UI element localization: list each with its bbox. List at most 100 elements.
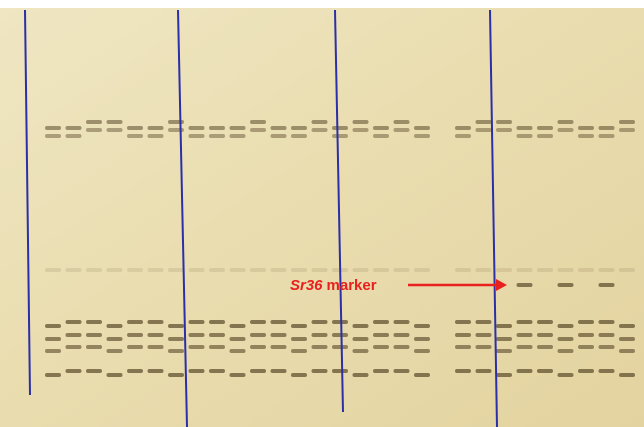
band bbox=[558, 373, 574, 377]
band bbox=[414, 134, 430, 138]
band bbox=[127, 134, 143, 138]
band bbox=[66, 369, 82, 373]
marker-label: marker bbox=[327, 277, 377, 294]
band bbox=[209, 268, 225, 272]
band bbox=[517, 268, 533, 272]
band bbox=[517, 126, 533, 130]
band bbox=[66, 126, 82, 130]
band bbox=[332, 333, 348, 337]
band bbox=[189, 369, 205, 373]
band bbox=[394, 345, 410, 349]
band bbox=[414, 373, 430, 377]
band bbox=[291, 373, 307, 377]
band bbox=[312, 345, 328, 349]
band bbox=[66, 320, 82, 324]
band bbox=[455, 333, 471, 337]
band bbox=[558, 120, 574, 124]
band bbox=[250, 333, 266, 337]
band bbox=[271, 126, 287, 130]
band bbox=[230, 373, 246, 377]
band bbox=[230, 324, 246, 328]
band bbox=[45, 134, 61, 138]
band bbox=[148, 268, 164, 272]
band bbox=[332, 126, 348, 130]
band bbox=[558, 349, 574, 353]
band bbox=[107, 120, 123, 124]
band bbox=[455, 268, 471, 272]
band bbox=[107, 349, 123, 353]
band bbox=[558, 324, 574, 328]
band bbox=[107, 128, 123, 132]
band bbox=[619, 120, 635, 124]
band bbox=[578, 345, 594, 349]
band bbox=[45, 337, 61, 341]
band bbox=[332, 369, 348, 373]
band bbox=[312, 333, 328, 337]
band bbox=[312, 120, 328, 124]
band bbox=[414, 349, 430, 353]
band bbox=[209, 345, 225, 349]
band bbox=[168, 120, 184, 124]
band bbox=[517, 134, 533, 138]
band bbox=[517, 345, 533, 349]
band bbox=[45, 324, 61, 328]
band bbox=[230, 268, 246, 272]
band bbox=[414, 126, 430, 130]
band bbox=[168, 324, 184, 328]
band bbox=[148, 126, 164, 130]
band bbox=[537, 320, 553, 324]
band bbox=[619, 268, 635, 272]
band bbox=[250, 345, 266, 349]
band bbox=[599, 126, 615, 130]
band bbox=[394, 333, 410, 337]
band bbox=[558, 283, 574, 287]
band bbox=[230, 349, 246, 353]
band bbox=[291, 324, 307, 328]
band bbox=[455, 320, 471, 324]
band bbox=[189, 134, 205, 138]
band bbox=[271, 345, 287, 349]
band bbox=[537, 268, 553, 272]
band bbox=[209, 320, 225, 324]
band bbox=[476, 369, 492, 373]
band bbox=[353, 268, 369, 272]
band bbox=[537, 345, 553, 349]
band bbox=[148, 369, 164, 373]
band bbox=[578, 369, 594, 373]
band bbox=[578, 134, 594, 138]
band bbox=[209, 134, 225, 138]
band bbox=[476, 320, 492, 324]
band bbox=[619, 128, 635, 132]
band bbox=[353, 128, 369, 132]
band bbox=[250, 320, 266, 324]
band bbox=[312, 268, 328, 272]
band bbox=[537, 369, 553, 373]
band bbox=[148, 345, 164, 349]
band bbox=[127, 268, 143, 272]
band bbox=[578, 333, 594, 337]
band bbox=[250, 369, 266, 373]
band bbox=[291, 126, 307, 130]
band bbox=[107, 324, 123, 328]
band bbox=[373, 134, 389, 138]
band bbox=[414, 268, 430, 272]
band bbox=[476, 268, 492, 272]
page: {"annotation": {"gene": "Sr36", "label":… bbox=[0, 0, 644, 427]
band bbox=[271, 268, 287, 272]
band bbox=[86, 345, 102, 349]
band bbox=[517, 320, 533, 324]
band bbox=[86, 369, 102, 373]
band bbox=[353, 373, 369, 377]
band bbox=[168, 337, 184, 341]
band bbox=[230, 126, 246, 130]
band bbox=[148, 320, 164, 324]
band bbox=[578, 126, 594, 130]
band bbox=[476, 120, 492, 124]
band bbox=[127, 369, 143, 373]
band bbox=[271, 333, 287, 337]
band bbox=[578, 320, 594, 324]
band bbox=[496, 268, 512, 272]
band bbox=[209, 369, 225, 373]
gene-name: Sr36 bbox=[290, 277, 323, 294]
band bbox=[517, 333, 533, 337]
